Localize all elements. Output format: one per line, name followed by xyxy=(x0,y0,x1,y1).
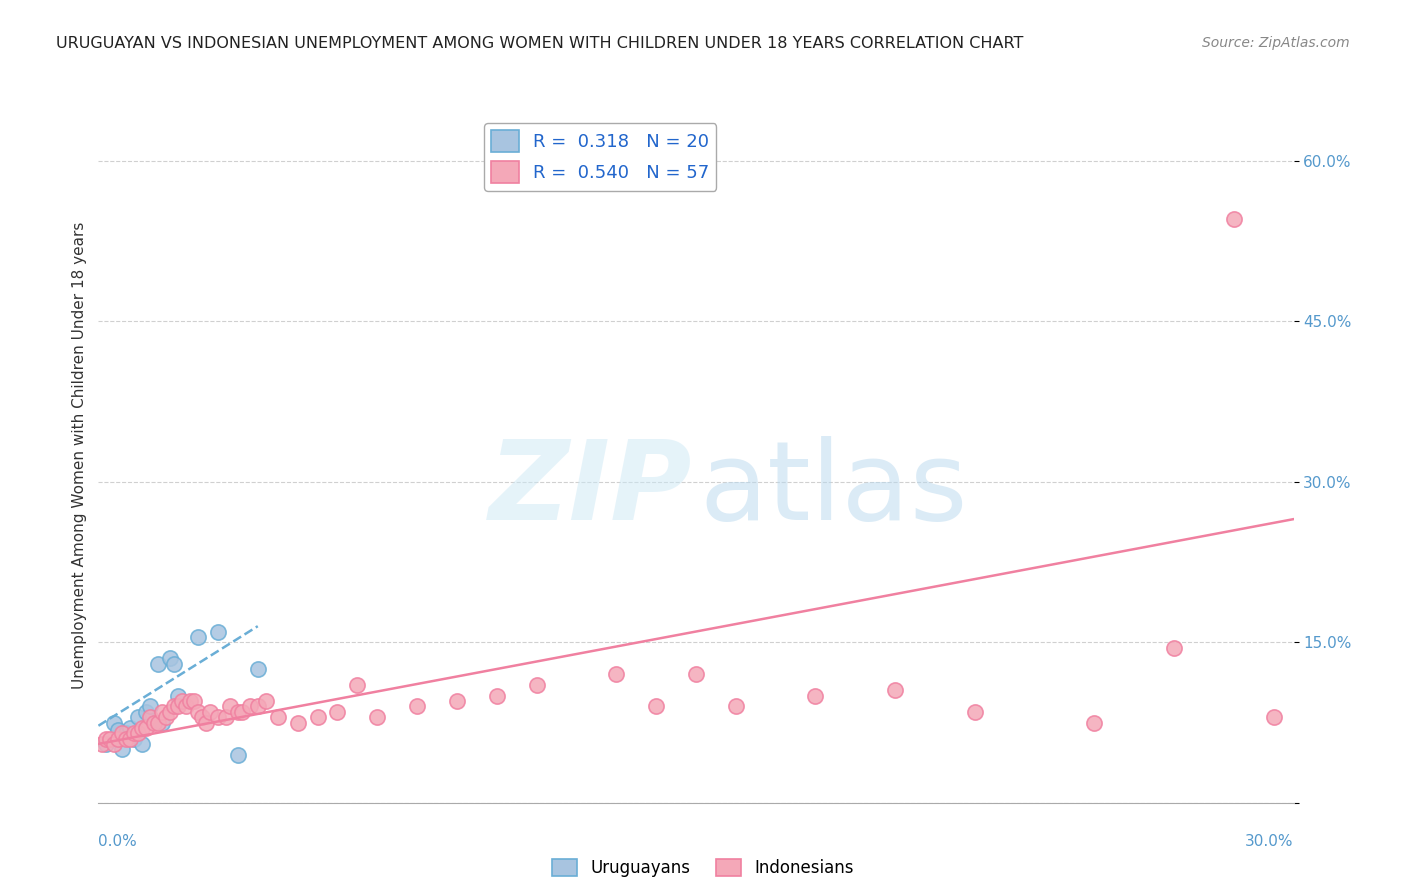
Point xyxy=(526,678,548,692)
Point xyxy=(685,667,707,681)
Point xyxy=(127,710,149,724)
Point xyxy=(120,731,142,746)
Point xyxy=(91,737,114,751)
Text: URUGUAYAN VS INDONESIAN UNEMPLOYMENT AMONG WOMEN WITH CHILDREN UNDER 18 YEARS CO: URUGUAYAN VS INDONESIAN UNEMPLOYMENT AMO… xyxy=(56,36,1024,51)
Point xyxy=(148,657,170,671)
Point xyxy=(150,705,173,719)
Point xyxy=(143,715,166,730)
Point xyxy=(191,710,214,724)
Point xyxy=(226,747,249,762)
Point xyxy=(254,694,277,708)
Point xyxy=(115,726,138,740)
Point xyxy=(179,694,201,708)
Legend: Uruguayans, Indonesians: Uruguayans, Indonesians xyxy=(546,852,860,884)
Point xyxy=(115,731,138,746)
Point xyxy=(1263,710,1285,724)
Point xyxy=(287,715,309,730)
Point xyxy=(267,710,290,724)
Point xyxy=(645,699,668,714)
Text: 30.0%: 30.0% xyxy=(1246,834,1294,849)
Point xyxy=(155,710,177,724)
Point xyxy=(246,662,269,676)
Point xyxy=(446,694,468,708)
Point xyxy=(239,699,262,714)
Point xyxy=(163,657,186,671)
Point xyxy=(366,710,388,724)
Point xyxy=(131,737,153,751)
Point xyxy=(307,710,329,724)
Point xyxy=(963,705,986,719)
Point xyxy=(346,678,368,692)
Point xyxy=(226,705,249,719)
Point xyxy=(124,731,146,746)
Point xyxy=(187,705,209,719)
Point xyxy=(884,683,907,698)
Point xyxy=(135,721,157,735)
Point xyxy=(159,705,181,719)
Point xyxy=(107,723,129,737)
Point xyxy=(103,737,125,751)
Point xyxy=(127,726,149,740)
Point xyxy=(246,699,269,714)
Point xyxy=(183,694,205,708)
Point xyxy=(96,731,118,746)
Point xyxy=(172,694,194,708)
Point xyxy=(107,731,129,746)
Point xyxy=(159,651,181,665)
Point xyxy=(98,731,122,746)
Point xyxy=(163,699,186,714)
Point xyxy=(605,667,627,681)
Text: Source: ZipAtlas.com: Source: ZipAtlas.com xyxy=(1202,36,1350,50)
Point xyxy=(219,699,242,714)
Point xyxy=(111,742,134,756)
Point xyxy=(103,715,125,730)
Point xyxy=(139,710,162,724)
Point xyxy=(124,726,146,740)
Point xyxy=(724,699,747,714)
Point xyxy=(139,699,162,714)
Point xyxy=(135,705,157,719)
Point xyxy=(406,699,429,714)
Point xyxy=(194,715,218,730)
Point xyxy=(111,726,134,740)
Point xyxy=(187,630,209,644)
Point xyxy=(198,705,221,719)
Point xyxy=(1083,715,1105,730)
Point xyxy=(1222,212,1246,227)
Point xyxy=(150,715,173,730)
Point xyxy=(231,705,253,719)
Legend: R =  0.318   N = 20, R =  0.540   N = 57: R = 0.318 N = 20, R = 0.540 N = 57 xyxy=(484,123,717,191)
Point xyxy=(1163,640,1185,655)
Point xyxy=(207,710,229,724)
Point xyxy=(207,624,229,639)
Point xyxy=(96,737,118,751)
Point xyxy=(174,699,197,714)
Text: atlas: atlas xyxy=(700,436,969,543)
Text: 0.0%: 0.0% xyxy=(98,834,138,849)
Text: ZIP: ZIP xyxy=(489,436,692,543)
Point xyxy=(326,705,349,719)
Point xyxy=(804,689,827,703)
Point xyxy=(167,699,190,714)
Point xyxy=(148,715,170,730)
Point xyxy=(215,710,238,724)
Y-axis label: Unemployment Among Women with Children Under 18 years: Unemployment Among Women with Children U… xyxy=(72,221,87,689)
Point xyxy=(167,689,190,703)
Point xyxy=(120,721,142,735)
Point xyxy=(485,689,508,703)
Point xyxy=(131,721,153,735)
